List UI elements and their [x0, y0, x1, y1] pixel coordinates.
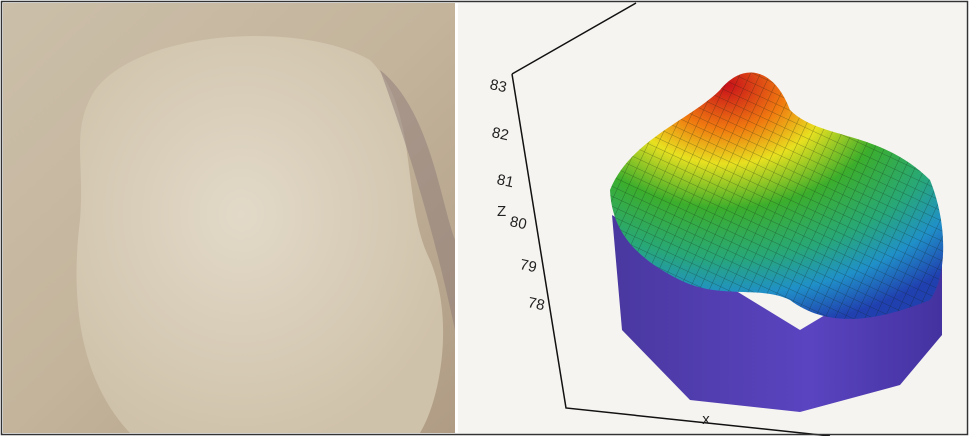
- plot-panel: 83 82 81 80 79 78 Z x: [458, 3, 966, 436]
- z-tick-label: 79: [518, 256, 538, 276]
- photo: [3, 3, 455, 433]
- z-tick-label: 80: [508, 213, 528, 233]
- z-tick-label: 83: [488, 76, 508, 96]
- z-tick-label: 81: [495, 171, 515, 191]
- z-tick-label: 78: [526, 294, 546, 314]
- photo-object: [77, 36, 444, 433]
- z-tick-label: 82: [490, 124, 510, 144]
- z-axis-label: Z: [497, 203, 506, 220]
- figure: 83 82 81 80 79 78 Z x: [0, 0, 969, 436]
- x-axis-label: x: [702, 411, 710, 428]
